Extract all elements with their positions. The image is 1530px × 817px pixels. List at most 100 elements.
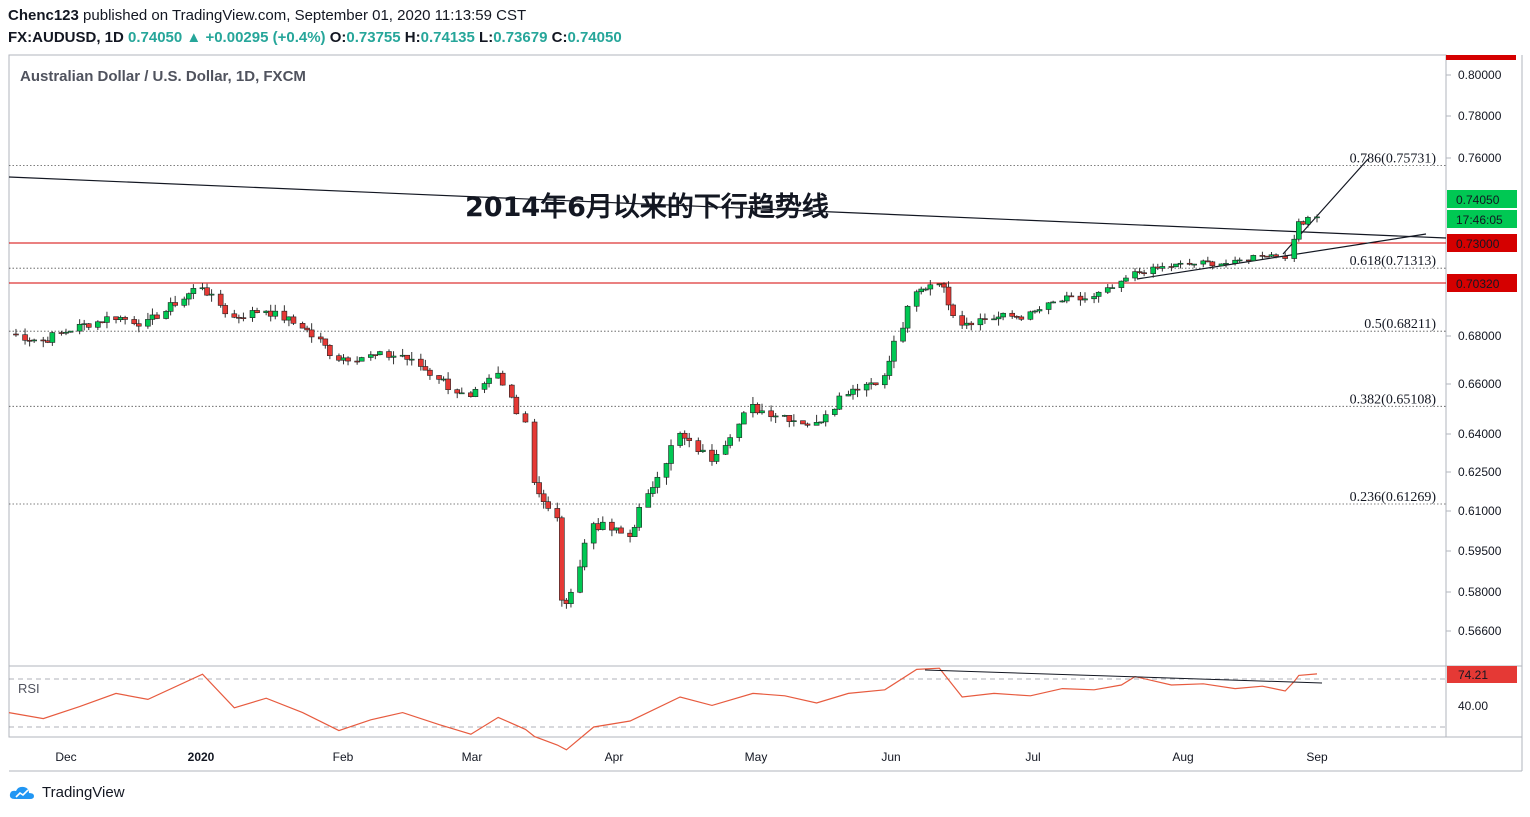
candle-body [700,449,706,452]
candle-body [945,286,952,306]
candle-body [1236,259,1243,262]
brand-text: TradingView [42,784,125,801]
symbol-label: FX:AUDUSD, 1D [8,29,124,46]
candle-body [1009,312,1016,317]
high-value: 0.74135 [420,29,475,46]
candle-body [222,305,229,315]
candle-body [1209,261,1216,267]
candle-body [741,412,747,425]
candle-body [1250,255,1257,262]
candle-body [804,423,811,426]
candle-body [754,404,761,414]
publish-info: Chenc123 published on TradingView.com, S… [8,7,526,24]
candle-body [818,421,824,424]
candle-body [831,408,838,415]
candle-body [204,287,210,296]
candle-body [568,591,574,604]
candle-body [599,521,606,530]
price-badge [1447,234,1517,252]
close-value: 0.74050 [567,29,622,46]
candle-body [154,314,160,319]
last-price: 0.74050 [128,29,183,46]
candle-body [631,527,638,537]
time-tick-label: Jun [881,750,900,764]
candle-body [240,317,247,319]
publisher-name[interactable]: Chenc123 [8,7,79,24]
candle-body [135,323,142,327]
candle-body [509,384,515,398]
tradingview-logo[interactable]: TradingView [8,784,125,801]
candle-body [886,360,893,376]
candle-body [800,420,806,425]
up-triangle-icon: ▲ [186,29,202,46]
candle-body [422,366,429,371]
candle-body [181,298,188,306]
candle-body [863,383,870,391]
candle-body [1123,277,1129,282]
candle-body [581,542,588,568]
time-tick-label: 2020 [188,750,215,764]
chart-frame [8,54,1447,738]
candle-body [540,493,547,503]
candle-body [959,315,965,326]
ohlc-bar: FX:AUDUSD, 1D 0.74050 ▲ +0.00295 (+0.4%)… [8,29,622,46]
candle-body [122,317,128,320]
candle-body [163,311,169,319]
time-tick-label: Feb [333,750,354,764]
candle-body [22,334,28,341]
price-tick-label: 0.78000 [1458,109,1502,123]
candle-body [1064,295,1070,302]
candle-body [772,415,779,418]
price-badge [1447,190,1517,208]
candle-body [1177,262,1184,265]
candle-body [1218,263,1225,267]
rsi-tick-label: 40.00 [1458,699,1488,713]
candle-body [1132,271,1138,279]
low-label: L: [479,29,494,46]
candle-body [845,394,852,397]
candle-body [927,284,934,290]
time-tick-label: May [745,750,768,764]
price-tick-label: 0.59500 [1458,544,1502,558]
candle-body [668,445,674,464]
price-tick-label: 0.58000 [1458,585,1502,599]
candle-body [390,355,397,358]
candle-body [1223,263,1229,265]
candle-body [1264,255,1270,258]
price-tick-label: 0.80000 [1458,68,1502,82]
rsi-divergence-line [924,669,1323,684]
candle-body [76,323,83,332]
candle-body [882,375,888,386]
candle-body [486,377,492,384]
price-tick-label: 0.68000 [1458,329,1502,343]
candle-body [427,369,433,376]
candle-body [1200,260,1207,265]
candle-body [913,291,920,307]
candle-body [1173,263,1179,268]
price-badge [1447,210,1517,228]
candle-body [481,383,488,390]
candle-body [695,440,702,452]
candle-body [918,288,925,293]
candle-body [13,333,19,336]
candle-body [1050,301,1056,304]
candle-body [345,357,351,362]
candle-body [1018,316,1025,320]
candle-body [522,413,529,423]
candle-body [1000,312,1006,318]
high-label: H: [404,29,421,46]
candle-body [722,445,729,455]
candle-body [995,316,1002,320]
price-tick-label: 0.64000 [1458,427,1502,441]
candle-body [436,375,442,380]
candle-body [299,323,306,329]
candle-body [513,396,520,415]
rising-support-line [1136,233,1427,280]
candle-body [1059,300,1066,303]
candle-body [941,283,947,288]
candle-body [1291,238,1298,259]
fib-level-label: 0.382(0.65108) [1350,392,1437,407]
candle-body [545,501,552,509]
candle-body [686,437,693,441]
